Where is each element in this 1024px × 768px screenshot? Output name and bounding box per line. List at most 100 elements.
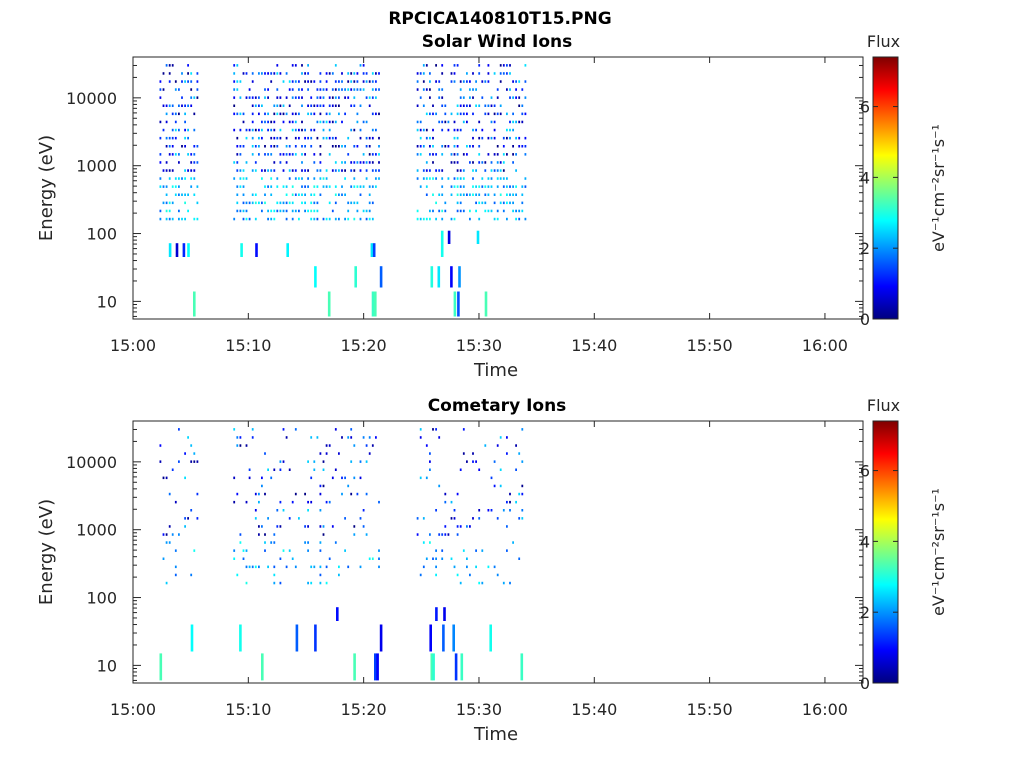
flux-cell xyxy=(294,209,297,213)
flux-cell xyxy=(341,476,343,480)
flux-cell xyxy=(472,145,474,148)
flux-cell xyxy=(322,217,325,221)
flux-cell xyxy=(521,428,524,431)
flux-cell xyxy=(184,169,186,172)
flux-cell xyxy=(331,476,334,480)
flux-streak xyxy=(261,653,264,681)
flux-cell xyxy=(341,145,343,148)
flux-cell xyxy=(484,209,487,213)
flux-cell xyxy=(356,80,359,83)
flux-cell xyxy=(258,136,260,140)
flux-cell xyxy=(328,500,331,504)
flux-cell xyxy=(453,153,456,156)
flux-cell xyxy=(456,136,459,140)
flux-cell xyxy=(184,217,186,221)
flux-cell xyxy=(313,112,316,116)
flux-cell xyxy=(515,136,517,140)
flux-cell xyxy=(518,104,521,107)
flux-cell xyxy=(435,565,437,569)
flux-cell xyxy=(304,80,306,83)
flux-cell xyxy=(338,112,340,116)
flux-cell xyxy=(196,217,199,221)
flux-cell xyxy=(419,185,422,188)
flux-cell xyxy=(190,169,193,172)
flux-cell xyxy=(481,201,484,205)
flux-cell xyxy=(254,96,257,99)
flux-cell xyxy=(496,112,499,116)
flux-cell xyxy=(375,177,377,180)
flux-cell xyxy=(319,573,322,577)
flux-cell xyxy=(310,436,313,439)
flux-streak xyxy=(437,266,441,288)
flux-cell xyxy=(242,112,245,116)
flux-cell xyxy=(187,72,189,75)
flux-cell xyxy=(310,128,313,132)
flux-cell xyxy=(359,517,362,520)
flux-cell xyxy=(254,517,257,520)
flux-cell xyxy=(334,96,337,99)
flux-cell xyxy=(441,533,444,536)
y-tick-label: 100 xyxy=(86,225,117,244)
flux-cell xyxy=(459,185,462,188)
flux-cell xyxy=(359,128,362,132)
flux-cell xyxy=(304,169,306,172)
flux-cell xyxy=(441,104,444,107)
flux-cell xyxy=(521,484,524,488)
flux-cell xyxy=(282,104,285,107)
flux-cell xyxy=(429,72,431,75)
flux-cell xyxy=(487,153,490,156)
flux-cell xyxy=(165,112,168,116)
flux-cell xyxy=(282,169,285,172)
flux-cell xyxy=(515,209,517,213)
flux-cell xyxy=(325,565,328,569)
flux-cell xyxy=(371,161,374,164)
flux-cell xyxy=(441,72,444,75)
flux-cell xyxy=(273,541,276,544)
flux-cell xyxy=(359,193,362,196)
flux-cell xyxy=(282,460,285,463)
flux-cell xyxy=(322,104,325,107)
flux-cell xyxy=(432,128,434,132)
flux-cell xyxy=(487,112,490,116)
flux-cell xyxy=(353,169,356,172)
flux-cell xyxy=(242,217,245,221)
flux-cell xyxy=(304,136,306,140)
flux-cell xyxy=(459,468,462,471)
flux-cell xyxy=(190,80,193,83)
flux-cell xyxy=(353,145,356,148)
flux-cell xyxy=(419,573,422,577)
flux-cell xyxy=(506,153,508,156)
flux-cell xyxy=(356,72,359,75)
flux-cell xyxy=(472,193,474,196)
flux-cell xyxy=(459,128,462,132)
flux-cell xyxy=(515,169,517,172)
flux-cell xyxy=(459,169,462,172)
flux-cell xyxy=(518,517,521,520)
flux-cell xyxy=(429,112,431,116)
flux-cell xyxy=(233,476,236,480)
flux-cell xyxy=(313,185,316,188)
flux-cell xyxy=(512,201,514,205)
flux-cell xyxy=(248,565,251,569)
flux-cell xyxy=(236,185,239,188)
flux-cell xyxy=(331,120,334,124)
flux-cell xyxy=(245,72,248,75)
flux-cell xyxy=(187,104,189,107)
flux-cell xyxy=(193,112,196,116)
flux-cell xyxy=(371,153,374,156)
flux-cell xyxy=(165,145,168,148)
colorbar-label: Flux xyxy=(867,396,900,415)
flux-cell xyxy=(273,169,276,172)
flux-cell xyxy=(362,153,365,156)
flux-cell xyxy=(334,185,337,188)
flux-cell xyxy=(356,161,359,164)
flux-cell xyxy=(509,96,511,99)
flux-cell xyxy=(196,460,199,463)
flux-cell xyxy=(165,201,168,205)
flux-cell xyxy=(512,96,514,99)
flux-cell xyxy=(325,217,328,221)
flux-cell xyxy=(462,185,465,188)
flux-cell xyxy=(276,136,279,140)
flux-cell xyxy=(419,128,422,132)
flux-cell xyxy=(168,153,171,156)
